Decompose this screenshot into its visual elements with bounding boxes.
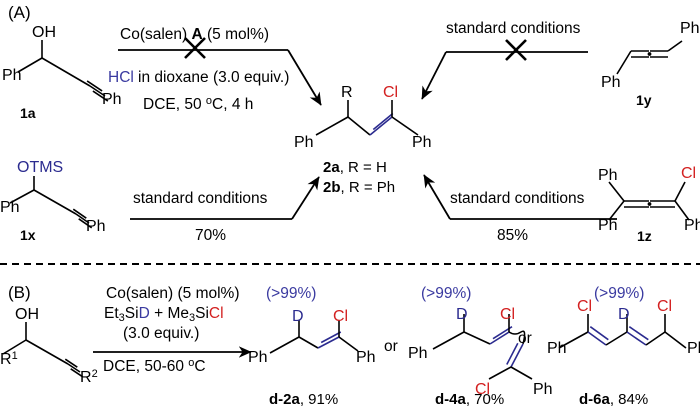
svg-text:or: or (518, 330, 532, 347)
svg-text:standard conditions: standard conditions (450, 190, 585, 207)
svg-text:1z: 1z (637, 228, 652, 244)
svg-text:Ph: Ph (684, 217, 700, 234)
svg-text:Ph: Ph (86, 218, 106, 235)
svg-text:Ph: Ph (2, 67, 22, 84)
svg-text:in dioxane (3.0 equiv.): in dioxane (3.0 equiv.) (138, 69, 289, 86)
svg-text:Ph: Ph (547, 340, 567, 357)
svg-text:Co(salen) A (5 mol%): Co(salen) A (5 mol%) (120, 26, 269, 43)
svg-text:1a: 1a (20, 105, 36, 121)
svg-text:Ph: Ph (408, 345, 428, 362)
svg-text:HCl: HCl (108, 69, 134, 86)
svg-text:or: or (384, 338, 398, 355)
svg-text:Ph: Ph (598, 217, 618, 234)
svg-text:Ph: Ph (533, 381, 553, 398)
svg-text:Cl: Cl (500, 306, 515, 323)
svg-text:(>99%): (>99%) (266, 285, 316, 302)
svg-text:Cl: Cl (333, 308, 348, 325)
svg-text:(>99%): (>99%) (421, 285, 471, 302)
svg-text:Ph: Ph (248, 349, 268, 366)
svg-text:D: D (618, 306, 630, 323)
svg-text:OTMS: OTMS (17, 159, 63, 176)
svg-text:Ph: Ph (598, 167, 618, 184)
svg-text:1y: 1y (636, 92, 652, 108)
svg-text:R: R (341, 84, 353, 101)
svg-text:Ph: Ph (601, 74, 621, 91)
svg-text:Co(salen) (5 mol%): Co(salen) (5 mol%) (106, 285, 240, 302)
svg-text:standard conditions: standard conditions (446, 20, 581, 37)
svg-text:2b, R = Ph: 2b, R = Ph (323, 179, 395, 196)
svg-text:Cl: Cl (681, 165, 696, 182)
svg-text:DCE, 50 oC, 4 h: DCE, 50 oC, 4 h (143, 95, 253, 113)
svg-text:OH: OH (15, 306, 39, 323)
svg-text:D: D (456, 306, 468, 323)
svg-text:d-2a, 91%: d-2a, 91% (269, 391, 338, 408)
svg-text:1x: 1x (20, 227, 36, 243)
svg-text:Ph: Ph (294, 134, 314, 151)
svg-text:Ph: Ph (102, 91, 122, 108)
svg-text:standard conditions: standard conditions (133, 190, 268, 207)
svg-text:d-6a, 84%: d-6a, 84% (579, 391, 648, 408)
svg-text:Ph: Ph (0, 199, 20, 216)
svg-text:Cl: Cl (657, 298, 672, 315)
svg-text:(3.0 equiv.): (3.0 equiv.) (123, 325, 199, 342)
svg-text:d-4a, 70%: d-4a, 70% (435, 391, 504, 408)
svg-text:Cl: Cl (577, 298, 592, 315)
svg-text:OH: OH (32, 24, 56, 41)
svg-text:Ph: Ph (412, 134, 432, 151)
svg-text:Ph: Ph (687, 340, 700, 357)
svg-text:70%: 70% (195, 227, 226, 244)
svg-text:Ph: Ph (356, 349, 376, 366)
svg-text:(B): (B) (8, 283, 31, 302)
svg-text:Cl: Cl (383, 84, 398, 101)
svg-text:2a, R = H: 2a, R = H (323, 159, 387, 176)
svg-text:Ph: Ph (680, 20, 700, 37)
svg-text:(>99%): (>99%) (594, 285, 644, 302)
svg-text:(A): (A) (8, 3, 31, 22)
svg-text:85%: 85% (497, 227, 528, 244)
svg-text:D: D (292, 308, 304, 325)
